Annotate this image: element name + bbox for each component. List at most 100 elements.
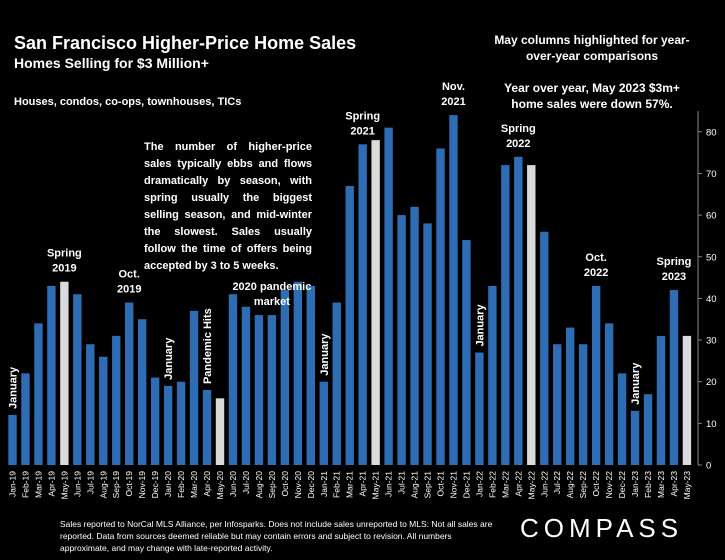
x-tick-label: Feb-20 [176, 471, 186, 498]
x-tick-label: Aug-20 [254, 471, 264, 499]
bar-apr-22 [514, 156, 523, 466]
x-tick-label: Mar-23 [656, 471, 666, 498]
bar-jun-21 [384, 127, 393, 465]
x-tick-label: Jan-23 [630, 471, 640, 497]
bar-feb-21 [332, 302, 341, 465]
y-tick-label: 20 [706, 377, 717, 388]
annotation-rotated: Pandemic Hits [202, 308, 214, 384]
bar-jun-19 [73, 294, 82, 465]
x-tick-label: Oct-19 [124, 471, 134, 497]
x-tick-label: Dec-20 [306, 471, 316, 499]
bar-jan-22 [475, 352, 484, 465]
bar-sep-20 [267, 315, 277, 465]
bar-sep-21 [423, 223, 432, 465]
bar-jan-23 [630, 410, 640, 465]
bar-sep-22 [578, 344, 588, 465]
bar-jan-19 [8, 415, 17, 465]
y-tick-label: 0 [706, 461, 711, 472]
x-tick-label: Feb-23 [643, 471, 653, 498]
bar-apr-21 [358, 144, 367, 466]
x-tick-label: Feb-21 [332, 471, 342, 498]
x-tick-label: May-20 [215, 471, 225, 500]
x-tick-label: Jan-21 [319, 471, 329, 497]
bar-dec-20 [306, 285, 315, 465]
annotation-label: 2022 [506, 138, 530, 150]
y-tick-label: 70 [706, 169, 717, 180]
x-tick-label: Nov-21 [448, 471, 458, 499]
annotation-rotated: January [319, 333, 331, 376]
x-tick-label: Apr-23 [669, 471, 679, 497]
bar-dec-21 [462, 240, 471, 465]
highlight-note: May columns highlighted for year-over-ye… [494, 33, 690, 63]
x-tick-label: Mar-22 [500, 471, 510, 498]
bar-dec-19 [150, 377, 160, 465]
bar-mar-19 [34, 323, 43, 465]
x-tick-label: Feb-19 [20, 471, 30, 498]
bar-feb-19 [21, 373, 30, 465]
x-tick-label: Apr-19 [46, 471, 56, 497]
x-tick-label: Dec-21 [461, 471, 471, 499]
x-tick-label: Sep-21 [423, 471, 433, 499]
annotation-label: Spring [657, 256, 692, 268]
x-tick-label: May-23 [682, 471, 692, 500]
x-tick-label: Nov-19 [137, 471, 147, 499]
annotation-label: Spring [501, 123, 536, 135]
compass-logo: COMPASS [520, 513, 684, 543]
annotation-label: 2023 [662, 271, 686, 283]
x-tick-label: Mar-19 [33, 471, 43, 498]
annotation-label: 2019 [52, 263, 76, 275]
source-note: Sales reported to NorCal MLS Alliance, p… [60, 519, 493, 553]
x-tick-label: Sep-19 [111, 471, 121, 499]
x-tick-label: Oct-20 [280, 471, 290, 497]
annotation-label: 2022 [584, 267, 608, 279]
bar-mar-21 [345, 185, 354, 465]
x-tick-label: Aug-22 [565, 471, 575, 499]
bar-mar-23 [656, 335, 666, 465]
annotation-label: 2021 [441, 96, 465, 108]
chart-subtitle: Homes Selling for $3 Million+ [14, 55, 209, 71]
bar-may-23 [682, 335, 692, 465]
x-tick-label: May-22 [526, 471, 536, 500]
x-tick-label: Mar-20 [189, 471, 199, 498]
annotation-label: Spring [345, 110, 380, 122]
body-note: The number of higher-price sales typical… [144, 141, 312, 272]
x-tick-label: May-21 [371, 471, 381, 500]
bar-mar-20 [189, 310, 199, 465]
bar-jul-19 [86, 344, 95, 465]
x-tick-label: Oct-22 [591, 471, 601, 497]
x-tick-label: Aug-21 [410, 471, 420, 499]
bar-jun-20 [228, 294, 238, 465]
yoy-note: Year over year, May 2023 $3m+ home sales… [504, 81, 680, 111]
bar-feb-22 [488, 285, 497, 465]
bar-jul-21 [397, 215, 406, 465]
bar-aug-19 [99, 356, 108, 465]
annotation-label: Nov. [442, 81, 465, 93]
y-tick-label: 80 [706, 127, 717, 138]
x-tick-label: Jan-19 [7, 471, 17, 497]
bar-oct-21 [436, 148, 445, 465]
bar-nov-19 [137, 319, 147, 465]
bar-oct-20 [280, 290, 290, 465]
x-tick-label: Mar-21 [345, 471, 355, 498]
x-tick-label: Nov-20 [293, 471, 303, 499]
x-tick-label: Aug-19 [98, 471, 108, 499]
annotation-label: 2021 [350, 125, 374, 137]
annotation-rotated: January [630, 362, 642, 405]
bar-jan-20 [163, 385, 173, 465]
bar-oct-19 [125, 302, 134, 465]
annotation-rotated: January [163, 337, 175, 380]
x-tick-label: Jun-22 [539, 471, 549, 497]
x-tick-label: Dec-19 [150, 471, 160, 499]
x-tick-label: Sep-22 [578, 471, 588, 499]
bar-feb-20 [176, 381, 186, 465]
x-tick-label: Apr-22 [513, 471, 523, 497]
x-tick-label: Jan-22 [474, 471, 484, 497]
bar-may-22 [527, 165, 536, 465]
bar-apr-23 [669, 290, 679, 465]
bar-aug-20 [254, 315, 264, 465]
annotation-label: Spring [47, 248, 82, 260]
y-tick-label: 10 [706, 419, 717, 430]
x-tick-label: Sep-20 [267, 471, 277, 499]
bar-nov-21 [449, 115, 458, 465]
